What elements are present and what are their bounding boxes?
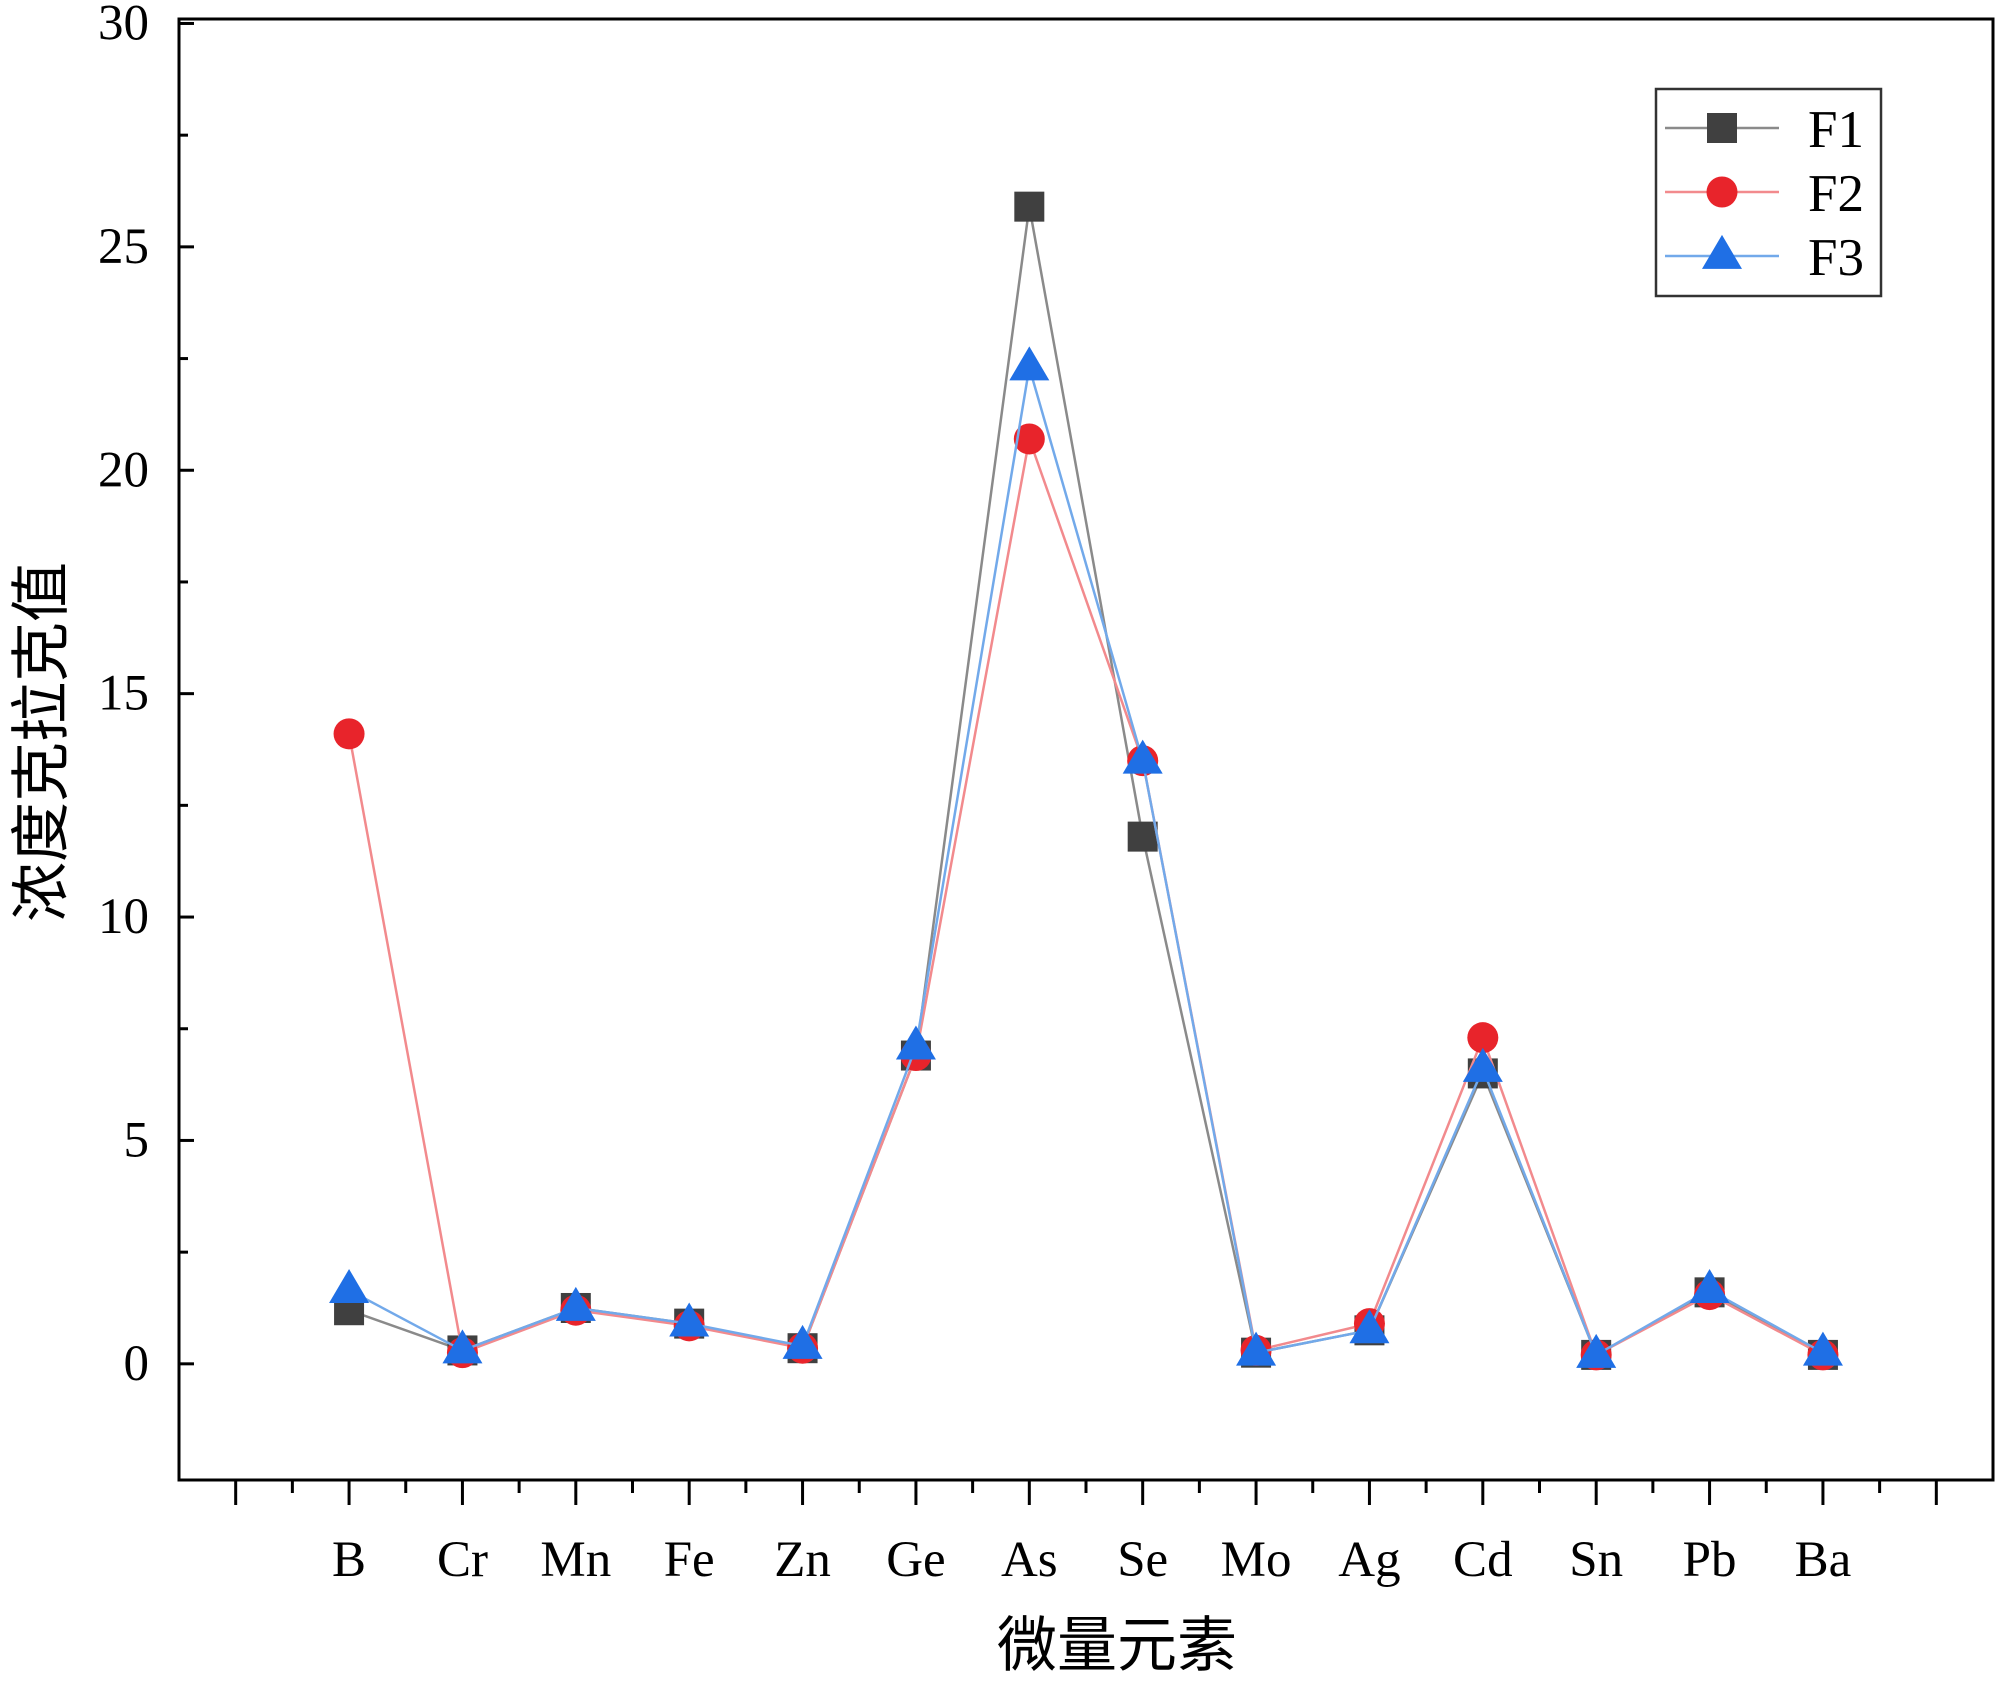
data-point-f2-b — [333, 718, 365, 750]
legend-entry-f2: F2 — [1665, 165, 1864, 223]
y-tick-label: 5 — [124, 1112, 150, 1168]
x-tick-label-as: As — [1001, 1532, 1058, 1588]
y-axis-title: 浓度克拉克值 — [9, 562, 75, 922]
x-tick-label-ag: Ag — [1338, 1532, 1400, 1588]
x-tick-label-ba: Ba — [1795, 1532, 1852, 1588]
legend: F1 F2 F3 — [1654, 87, 1883, 298]
x-tick-label-sn: Sn — [1569, 1532, 1623, 1588]
data-point-f3-b — [329, 1269, 370, 1304]
y-tick-label: 30 — [98, 0, 149, 51]
data-point-f2-cd — [1467, 1022, 1499, 1054]
x-tick-label-pb: Pb — [1683, 1532, 1737, 1588]
x-tick-label-fe: Fe — [664, 1532, 715, 1588]
data-point-f3-ge — [895, 1025, 936, 1060]
series-f3 — [329, 346, 1843, 1368]
x-tick-label-b: B — [332, 1532, 366, 1588]
data-point-f3-mn — [555, 1286, 596, 1321]
legend-entry-f3: F3 — [1665, 229, 1864, 287]
data-point-f3-cd — [1462, 1047, 1503, 1082]
legend-label: F1 — [1808, 101, 1864, 159]
y-tick-label: 0 — [124, 1336, 150, 1392]
y-tick-label: 20 — [98, 442, 149, 498]
x-tick-label-mo: Mo — [1221, 1532, 1292, 1588]
x-axis-title: 微量元素 — [997, 1613, 1237, 1679]
series-line-f3 — [348, 366, 1824, 1357]
data-point-f3-as — [1009, 346, 1050, 381]
data-point-f3-se — [1122, 739, 1163, 774]
y-tick-label: 10 — [98, 889, 149, 945]
x-tick-label-ge: Ge — [886, 1532, 945, 1588]
legend-marker-triangle — [1702, 234, 1742, 269]
x-tick-label-se: Se — [1117, 1532, 1168, 1588]
legend-label: F2 — [1808, 165, 1864, 223]
data-point-f3-cr — [442, 1329, 483, 1364]
x-tick-label-mn: Mn — [540, 1532, 611, 1588]
data-point-f3-zn — [782, 1324, 823, 1359]
legend-label: F3 — [1808, 229, 1864, 287]
data-point-f3-sn — [1576, 1333, 1617, 1368]
data-point-f3-mo — [1236, 1331, 1277, 1366]
y-tick-label: 25 — [98, 219, 149, 275]
data-point-f3-ag — [1349, 1309, 1390, 1344]
data-point-f2-as — [1013, 423, 1045, 455]
axes: 0 5 10 15 20 25 30 B Cr Mn Fe Zn Ge As Se Mo Ag Cd Sn Pb Ba — [98, 0, 1995, 1588]
data-point-f3-ba — [1802, 1331, 1843, 1366]
data-point-f1-as — [1014, 191, 1045, 222]
data-point-f1-se — [1127, 821, 1158, 852]
x-tick-label-zn: Zn — [774, 1532, 831, 1588]
data-point-f3-fe — [669, 1302, 710, 1337]
y-tick-label: 15 — [98, 666, 149, 722]
data-point-f3-pb — [1689, 1269, 1730, 1304]
legend-marker-square — [1707, 113, 1737, 143]
legend-entry-f1: F1 — [1665, 101, 1864, 159]
series-group — [329, 191, 1843, 1371]
x-tick-label-cd: Cd — [1453, 1532, 1513, 1588]
legend-marker-circle — [1706, 176, 1738, 208]
series-line-f2 — [347, 437, 1824, 1357]
x-tick-label-cr: Cr — [437, 1532, 488, 1588]
